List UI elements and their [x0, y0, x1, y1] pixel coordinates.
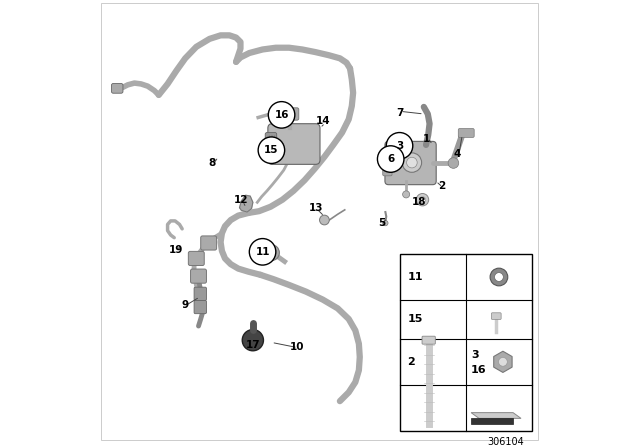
Circle shape [378, 146, 404, 172]
Text: 13: 13 [308, 202, 323, 213]
Circle shape [268, 102, 295, 128]
Text: 3: 3 [471, 350, 479, 360]
Polygon shape [471, 413, 521, 418]
Text: 10: 10 [290, 342, 304, 352]
Circle shape [258, 137, 285, 164]
FancyBboxPatch shape [191, 269, 207, 283]
Circle shape [243, 330, 264, 351]
FancyBboxPatch shape [194, 287, 207, 301]
Text: 11: 11 [408, 272, 423, 282]
Circle shape [319, 215, 329, 225]
FancyBboxPatch shape [194, 301, 207, 314]
Text: 12: 12 [234, 195, 248, 205]
Text: 4: 4 [453, 149, 461, 159]
Circle shape [490, 268, 508, 286]
FancyBboxPatch shape [385, 142, 436, 185]
Text: 18: 18 [412, 197, 427, 207]
Circle shape [406, 157, 417, 168]
Circle shape [268, 249, 275, 256]
Circle shape [387, 133, 413, 159]
Circle shape [403, 191, 410, 198]
Text: 19: 19 [169, 245, 184, 254]
Circle shape [448, 158, 459, 168]
Circle shape [499, 358, 508, 366]
Text: 2: 2 [408, 357, 415, 367]
Text: 16: 16 [471, 365, 486, 375]
FancyBboxPatch shape [268, 124, 320, 164]
Text: 11: 11 [255, 247, 270, 257]
Text: 16: 16 [275, 110, 289, 120]
Text: 5: 5 [378, 218, 385, 228]
FancyBboxPatch shape [188, 251, 204, 266]
Text: 8: 8 [208, 159, 216, 168]
FancyBboxPatch shape [399, 254, 532, 431]
Text: 306104: 306104 [487, 437, 524, 447]
FancyBboxPatch shape [111, 83, 123, 93]
Text: 15: 15 [264, 145, 278, 155]
Polygon shape [493, 351, 512, 372]
Text: 7: 7 [396, 108, 403, 118]
FancyBboxPatch shape [492, 313, 501, 319]
FancyBboxPatch shape [201, 236, 216, 250]
Circle shape [383, 220, 388, 226]
Circle shape [416, 194, 429, 206]
Text: 14: 14 [316, 116, 331, 126]
FancyBboxPatch shape [383, 150, 392, 176]
Text: 1: 1 [422, 134, 429, 144]
Text: 6: 6 [387, 154, 394, 164]
Text: 2: 2 [438, 181, 445, 190]
FancyBboxPatch shape [101, 3, 538, 439]
Text: 17: 17 [246, 340, 260, 350]
FancyBboxPatch shape [458, 129, 474, 138]
Text: 3: 3 [396, 141, 403, 151]
FancyBboxPatch shape [471, 418, 513, 424]
Circle shape [419, 197, 426, 203]
Polygon shape [239, 195, 253, 212]
Circle shape [250, 239, 276, 265]
Circle shape [495, 272, 503, 281]
FancyBboxPatch shape [265, 133, 276, 155]
Text: 15: 15 [408, 314, 423, 324]
FancyBboxPatch shape [282, 108, 299, 120]
Circle shape [402, 153, 422, 172]
FancyBboxPatch shape [422, 336, 435, 344]
Circle shape [264, 245, 279, 261]
Text: 9: 9 [182, 300, 189, 310]
